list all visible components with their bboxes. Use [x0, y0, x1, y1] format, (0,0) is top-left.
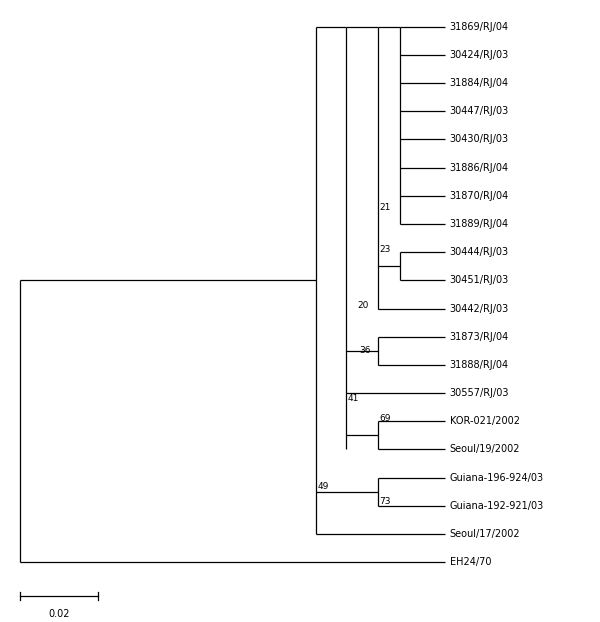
Text: Guiana-196-924/03: Guiana-196-924/03 — [449, 473, 544, 483]
Text: 30447/RJ/03: 30447/RJ/03 — [449, 106, 509, 116]
Text: 30451/RJ/03: 30451/RJ/03 — [449, 276, 509, 285]
Text: Guiana-192-921/03: Guiana-192-921/03 — [449, 501, 544, 511]
Text: 0.02: 0.02 — [49, 609, 70, 619]
Text: 31888/RJ/04: 31888/RJ/04 — [449, 360, 509, 370]
Text: 30442/RJ/03: 30442/RJ/03 — [449, 304, 509, 313]
Text: 23: 23 — [379, 245, 391, 254]
Text: 31869/RJ/04: 31869/RJ/04 — [449, 22, 509, 32]
Text: 21: 21 — [379, 203, 391, 211]
Text: Seoul/19/2002: Seoul/19/2002 — [449, 445, 520, 455]
Text: 31870/RJ/04: 31870/RJ/04 — [449, 191, 509, 201]
Text: 31884/RJ/04: 31884/RJ/04 — [449, 78, 509, 88]
Text: 69: 69 — [380, 414, 391, 423]
Text: 31889/RJ/04: 31889/RJ/04 — [449, 219, 509, 229]
Text: EH24/70: EH24/70 — [449, 557, 491, 567]
Text: 31873/RJ/04: 31873/RJ/04 — [449, 332, 509, 341]
Text: 20: 20 — [358, 301, 369, 310]
Text: 30444/RJ/03: 30444/RJ/03 — [449, 247, 509, 257]
Text: 49: 49 — [318, 481, 329, 491]
Text: 30424/RJ/03: 30424/RJ/03 — [449, 50, 509, 60]
Text: 30430/RJ/03: 30430/RJ/03 — [449, 134, 509, 144]
Text: 73: 73 — [380, 497, 391, 506]
Text: 31886/RJ/04: 31886/RJ/04 — [449, 162, 509, 173]
Text: 36: 36 — [359, 346, 371, 355]
Text: 30557/RJ/03: 30557/RJ/03 — [449, 388, 509, 398]
Text: KOR-021/2002: KOR-021/2002 — [449, 416, 520, 426]
Text: Seoul/17/2002: Seoul/17/2002 — [449, 529, 520, 539]
Text: 41: 41 — [347, 394, 359, 403]
